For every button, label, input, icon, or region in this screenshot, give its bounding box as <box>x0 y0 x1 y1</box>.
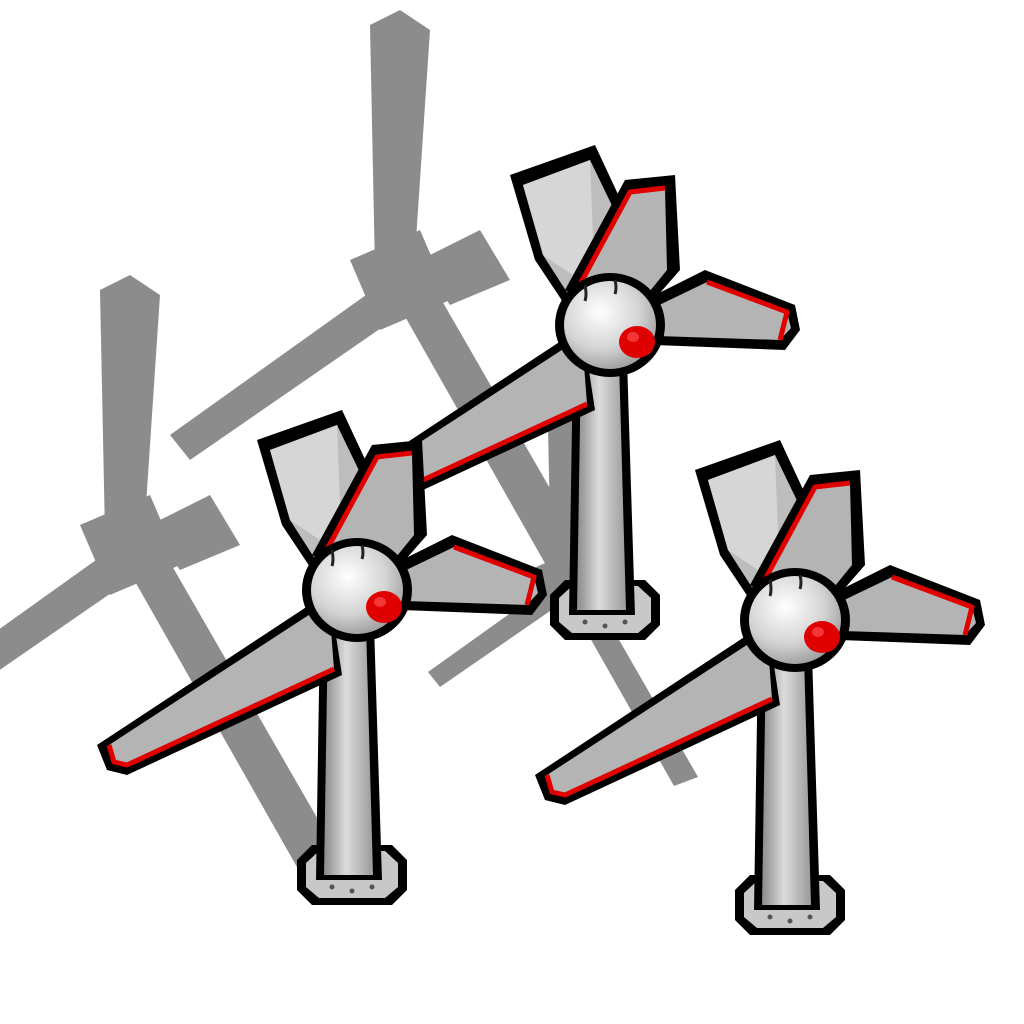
wind-turbine-cluster <box>0 10 1024 1024</box>
game-sprite-canvas <box>0 10 1024 1024</box>
